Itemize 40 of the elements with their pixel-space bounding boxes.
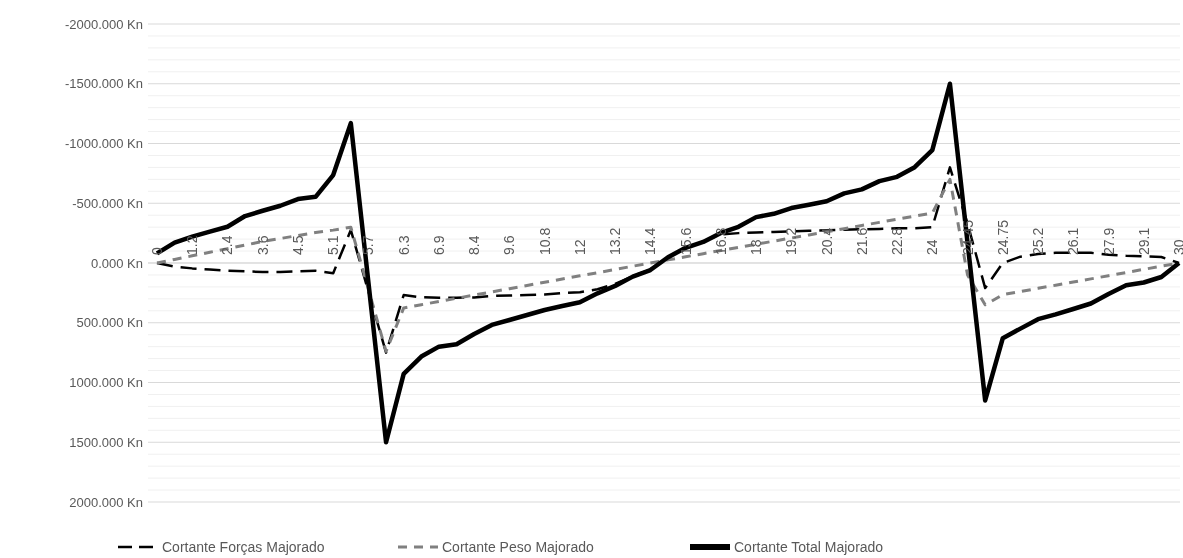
x-tick-label: 21.6 xyxy=(853,227,870,255)
x-tick-label: 5.1 xyxy=(325,235,342,255)
x-tick-label: 6.3 xyxy=(395,235,412,255)
x-tick-label: 18 xyxy=(748,239,765,255)
x-tick-label: 8.4 xyxy=(466,235,483,255)
x-tick-label: 24.75 xyxy=(994,219,1011,255)
y-tick-label: -2000.000 Kn xyxy=(64,16,143,32)
x-tick-label: 27.9 xyxy=(1100,227,1117,255)
x-tick-label: 29.1 xyxy=(1135,227,1152,255)
x-tick-label: 12 xyxy=(571,239,588,255)
x-tick-label: 13.2 xyxy=(607,227,624,255)
x-tick-label: 14.4 xyxy=(642,227,659,255)
y-tick-label: 1000.000 Kn xyxy=(69,375,143,391)
x-tick-label: 24.45 xyxy=(959,219,976,255)
y-tick-label: -1500.000 Kn xyxy=(64,76,143,92)
x-tick-label: 3.6 xyxy=(254,235,271,255)
x-tick-label: 10.8 xyxy=(536,227,553,255)
x-tick-label: 6.9 xyxy=(430,235,447,255)
x-tick-label: 4.5 xyxy=(289,235,306,255)
x-tick-label: 5.7 xyxy=(360,235,377,255)
x-tick-label: 25.2 xyxy=(1030,227,1047,255)
x-tick-label: 15.6 xyxy=(677,227,694,255)
x-tick-label: 0 xyxy=(149,247,165,255)
y-tick-label: 1500.000 Kn xyxy=(69,434,143,450)
y-tick-label: -500.000 Kn xyxy=(72,195,143,211)
x-tick-label: 2.4 xyxy=(219,235,236,255)
legend-label: Cortante Total Majorado xyxy=(734,538,884,555)
y-tick-label: 500.000 Kn xyxy=(76,315,143,331)
x-tick-label: 9.6 xyxy=(501,235,518,255)
x-tick-label: 26.1 xyxy=(1065,227,1082,255)
x-tick-label: 22.8 xyxy=(889,227,906,255)
legend-label: Cortante Peso Majorado xyxy=(442,538,594,555)
x-tick-label: 24 xyxy=(924,239,941,255)
x-tick-label: 19.2 xyxy=(783,227,800,255)
y-tick-label: -1000.000 Kn xyxy=(64,136,143,152)
y-tick-label: 0.000 Kn xyxy=(90,255,143,271)
x-tick-label: 16.8 xyxy=(712,227,729,255)
x-tick-label: 1.2 xyxy=(184,235,201,255)
y-tick-label: 2000.000 Kn xyxy=(69,494,143,510)
legend-label: Cortante Forças Majorado xyxy=(162,538,325,555)
